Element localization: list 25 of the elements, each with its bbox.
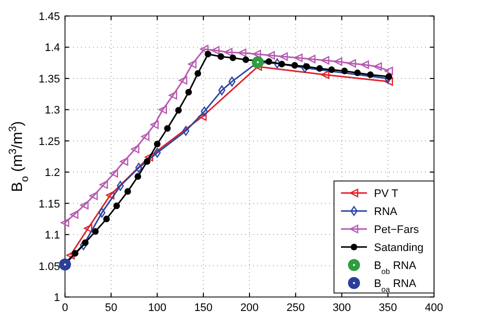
x-tick-label: 350 (378, 302, 398, 314)
y-tick-label: 1.45 (38, 11, 60, 23)
y-tick-label: 1.3 (44, 104, 60, 117)
y-tick-label: 1.4 (44, 42, 60, 54)
legend-label: B$_{oa}$ RNA (374, 278, 417, 294)
x-tick-label: 250 (286, 302, 305, 314)
x-tick-label: 400 (424, 302, 444, 314)
legend-label: RNA (374, 206, 398, 218)
x-tick-label: 200 (240, 302, 259, 314)
y-tick-label: 1.1 (44, 230, 60, 242)
x-tick-label: 0 (62, 302, 68, 314)
y-tick-label: 1.35 (38, 73, 60, 86)
legend-label: PV T (374, 188, 399, 200)
x-tick-label: 100 (148, 302, 166, 314)
legend-label: B$_{ob}$ RNA (374, 260, 417, 276)
x-tick-label: 50 (105, 302, 118, 314)
legend-label: Pet−Fars (374, 224, 420, 236)
legend-label: Satanding (374, 242, 424, 254)
y-tick-label: 1.05 (38, 260, 60, 273)
x-tick-label: 150 (194, 302, 213, 314)
y-tick-label: 1 (54, 292, 60, 304)
y-tick-label: 1.15 (38, 198, 60, 210)
y-tick-label: 1.2 (44, 167, 60, 180)
x-tick-label: 300 (332, 302, 351, 314)
y-tick-label: 1.25 (38, 136, 60, 148)
